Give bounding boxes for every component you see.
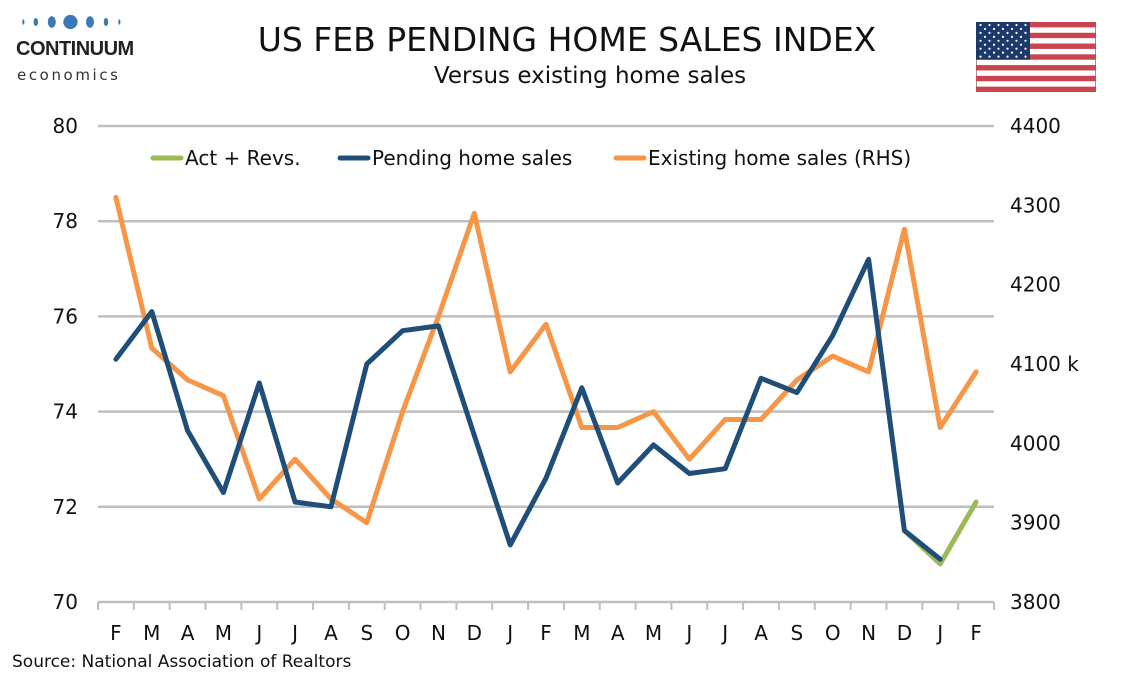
x-tick-label: M: [573, 621, 590, 645]
x-tick-label: J: [254, 621, 262, 645]
left-tick-label: 72: [53, 495, 78, 519]
legend-label: Pending home sales: [372, 146, 572, 170]
left-axis-ticks: 70 72 74 76 78 80: [53, 114, 78, 614]
right-tick-label: 4300: [1010, 193, 1061, 217]
x-tick-label: F: [540, 621, 552, 645]
x-axis: [97, 602, 995, 610]
series-lines: [113, 194, 979, 567]
right-tick-label: 3900: [1010, 511, 1061, 535]
continuum-logo: CONTINUUM economics: [14, 14, 134, 84]
x-tick-label: J: [505, 621, 513, 645]
source-note: Source: National Association of Realtors: [12, 652, 352, 672]
x-tick-label: A: [181, 621, 195, 645]
right-axis-ticks: 3800 3900 4000 4100 k 4200 4300 4400: [1010, 114, 1079, 614]
x-tick-label: J: [684, 621, 692, 645]
x-tick-label: J: [290, 621, 298, 645]
x-tick-label: S: [791, 621, 804, 645]
series-line-pending-home-sales: [113, 256, 943, 562]
gridlines: [98, 124, 994, 604]
left-tick-label: 74: [53, 400, 78, 424]
legend: Act + Revs. Pending home sales Existing ho…: [150, 146, 911, 170]
x-tick-label: F: [110, 621, 122, 645]
us-flag-icon: [976, 22, 1096, 92]
x-tick-label: M: [645, 621, 662, 645]
x-tick-label: A: [754, 621, 768, 645]
legend-label: Existing home sales (RHS): [648, 146, 911, 170]
left-tick-label: 78: [53, 209, 78, 233]
chart-subtitle: Versus existing home sales: [433, 63, 747, 89]
legend-label: Act + Revs.: [185, 146, 301, 170]
x-tick-label: M: [215, 621, 232, 645]
chart-title: US FEB PENDING HOME SALES INDEX: [257, 20, 877, 59]
right-tick-label: 4100 k: [1010, 352, 1079, 376]
right-tick-label: 4400: [1010, 114, 1061, 138]
right-tick-label: 4200: [1010, 273, 1061, 297]
x-tick-label: S: [360, 621, 373, 645]
x-tick-label: N: [861, 621, 876, 645]
x-tick-label: D: [467, 621, 482, 645]
x-tick-label: J: [935, 621, 943, 645]
series-line-act-revs: [901, 499, 979, 567]
x-tick-label: M: [143, 621, 160, 645]
left-tick-label: 70: [53, 590, 78, 614]
x-tick-label: N: [431, 621, 446, 645]
x-tick-label: A: [611, 621, 625, 645]
x-tick-label: J: [720, 621, 728, 645]
right-tick-label: 4000: [1010, 431, 1061, 455]
logo-subtitle: economics: [17, 66, 121, 84]
logo-dots-icon: [22, 14, 121, 30]
right-tick-label: 3800: [1010, 590, 1061, 614]
logo-name: CONTINUUM: [16, 38, 134, 60]
x-tick-label: F: [970, 621, 982, 645]
left-tick-label: 80: [53, 114, 78, 138]
left-tick-label: 76: [53, 304, 78, 328]
x-tick-label: O: [395, 621, 411, 645]
x-tick-label: D: [897, 621, 912, 645]
x-tick-label: A: [324, 621, 338, 645]
x-tick-label: O: [825, 621, 841, 645]
